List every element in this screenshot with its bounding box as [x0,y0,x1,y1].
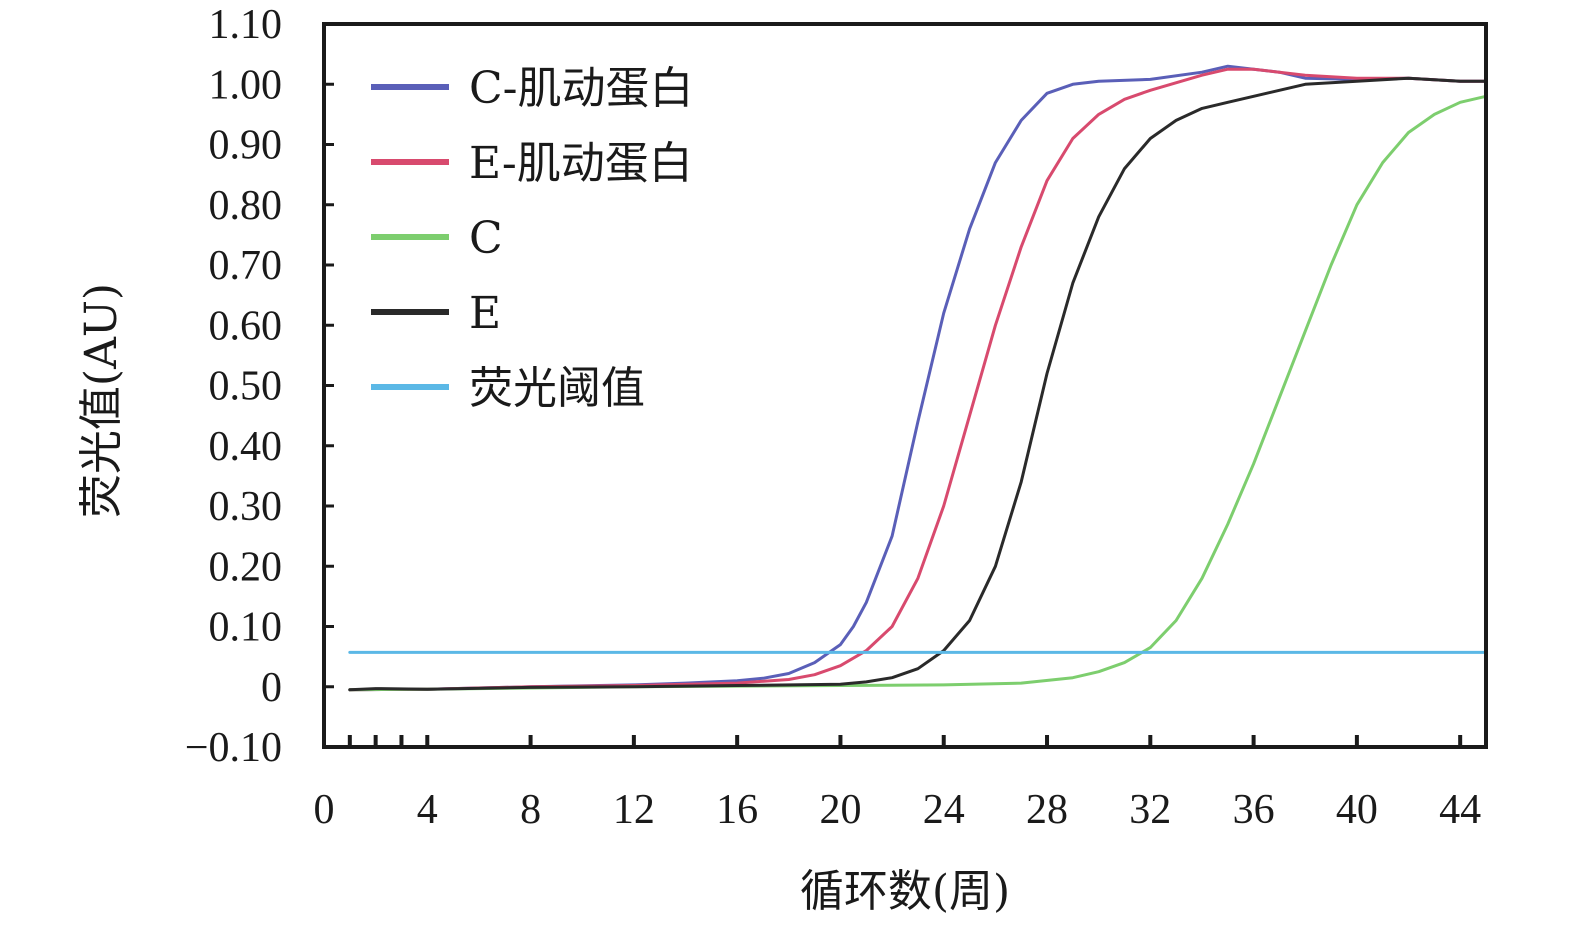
y-tick-label: 1.10 [209,2,283,48]
y-tick-label: 0 [261,665,282,711]
x-tick-label: 28 [1026,787,1068,833]
y-tick-label: 0.10 [209,605,283,651]
legend: C-肌动蛋白 E-肌动蛋白 CE 荧光阈值 [371,63,694,414]
legend-label: E-肌动蛋白 [469,138,693,189]
y-tick-label: 0.30 [209,484,283,530]
x-tick-label: 0 [314,787,335,833]
x-tick-label: 20 [819,787,861,833]
x-tick-label: 40 [1336,787,1378,833]
y-tick-label: 0.40 [209,424,283,470]
y-tick-label: 0.60 [209,303,283,349]
plot-lines [348,64,1488,692]
legend-label: 荧光阈值 [469,363,645,414]
y-axis-ticks: −0.10 0 0.10 0.20 0.30 0.40 0.50 0.60 0.70 0.80 0.… [185,2,334,771]
y-tick-label: 0.50 [209,364,283,410]
x-tick-label: 4 [417,787,438,833]
x-tick-label: 12 [613,787,655,833]
y-axis-title: 荧光值(AU) [76,283,127,518]
legend-label: C-肌动蛋白 [469,63,694,114]
x-tick-label: 32 [1129,787,1171,833]
series-line [348,67,1488,692]
y-tick-label: 0.90 [209,123,283,169]
x-tick-label: 36 [1233,787,1275,833]
x-axis-title: 循环数(周) [800,866,1010,917]
x-tick-label: 8 [520,787,541,833]
legend-label: C [469,213,503,264]
x-tick-label: 44 [1439,787,1481,833]
y-tick-label: 0.70 [209,243,283,289]
x-tick-label: 24 [923,787,965,833]
x-axis-ticks: 0 4 8 12 16 20 24 28 32 36 40 44 [314,735,1481,833]
y-tick-label: 1.00 [209,62,283,108]
y-tick-label: 0.20 [209,544,283,590]
series-line [348,76,1488,692]
y-tick-label: −0.10 [185,725,282,771]
x-tick-label: 16 [716,787,758,833]
y-tick-label: 0.80 [209,183,283,229]
legend-label: E [469,288,501,339]
